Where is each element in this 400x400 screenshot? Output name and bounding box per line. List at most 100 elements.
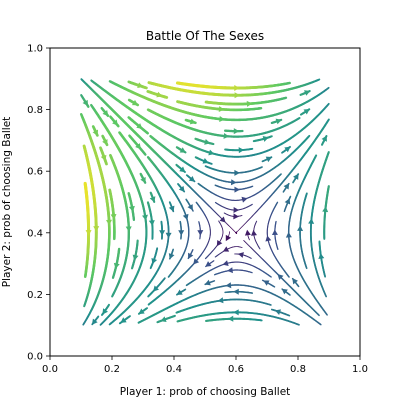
y-axis-label: Player 2: prob of choosing Ballet	[1, 117, 13, 288]
streamline-arrow	[322, 206, 328, 212]
streamline	[102, 108, 109, 116]
streamline	[177, 147, 186, 152]
streamline	[176, 297, 270, 312]
streamline-arrow	[106, 220, 112, 226]
streamline	[215, 246, 242, 257]
streamline	[157, 316, 174, 322]
streamline-arrow	[159, 230, 165, 236]
streamline	[110, 117, 118, 126]
streamline	[205, 280, 215, 286]
streamline-arrow	[234, 85, 240, 91]
streamline	[148, 202, 155, 238]
streamline	[151, 248, 158, 268]
streamline	[129, 82, 147, 88]
streamline	[85, 183, 91, 276]
streamline-arrow	[111, 214, 117, 220]
x-axis-label: Player 1: prob of choosing Ballet	[120, 386, 291, 398]
streamline-arrow	[234, 187, 240, 193]
streamline	[186, 199, 193, 211]
streamline	[206, 98, 286, 107]
streamline-segment	[147, 132, 148, 133]
streamline-arrow	[223, 260, 229, 266]
streamline	[254, 136, 272, 142]
streamline	[169, 249, 175, 259]
streamline	[176, 165, 185, 172]
streamline-arrow	[219, 106, 225, 112]
streamline	[178, 222, 184, 239]
streamline	[197, 222, 203, 239]
streamline-arrow	[242, 197, 248, 203]
streamline-arrow	[265, 235, 271, 241]
x-tick-label: 1.0	[352, 364, 368, 375]
streamline	[272, 221, 278, 249]
streamline-arrow	[234, 170, 240, 176]
streamline-arrow	[217, 240, 223, 246]
streamline	[188, 250, 193, 259]
streamline	[215, 267, 253, 275]
streamline-arrow	[233, 213, 239, 219]
streamline	[301, 109, 310, 115]
y-tick-label: 0.0	[27, 352, 43, 363]
x-tick-label: 0.6	[228, 364, 244, 375]
streamline-segment	[187, 285, 188, 286]
streamline	[318, 241, 325, 276]
streamline	[308, 152, 329, 296]
streamline-arrow	[235, 92, 241, 98]
streamline-arrow	[247, 101, 253, 107]
streamline-arrow	[226, 282, 232, 288]
streamline	[113, 249, 120, 278]
streamline	[235, 252, 252, 258]
streamline	[283, 183, 289, 192]
streamline-arrow	[197, 230, 203, 236]
streamline	[215, 185, 252, 192]
streamline-segment	[110, 324, 111, 325]
streamline-arrow	[251, 230, 257, 236]
chart-title: Battle Of The Sexes	[146, 29, 264, 43]
streamline	[297, 193, 307, 268]
streamline	[169, 202, 175, 212]
streamline	[187, 175, 195, 182]
streamline-arrow	[86, 230, 92, 236]
streamline	[187, 260, 272, 285]
streamline	[205, 261, 214, 267]
streamline	[196, 157, 212, 164]
streamline	[301, 90, 311, 96]
streamline	[129, 193, 135, 220]
streamline-segment	[277, 202, 278, 203]
streamline-arrow	[205, 261, 211, 267]
streamline	[178, 184, 185, 192]
x-tick-label: 0.0	[42, 364, 58, 375]
streamline	[224, 213, 242, 219]
streamline	[148, 91, 167, 97]
streamline	[225, 289, 252, 295]
streamline-segment	[256, 221, 257, 222]
streamline	[216, 203, 253, 214]
streamline-arrow	[228, 316, 234, 322]
streamline	[102, 305, 109, 315]
streamline-segment	[169, 276, 170, 277]
streamline-arrow	[233, 289, 239, 295]
streamline-arrow	[166, 233, 172, 239]
streamline	[322, 186, 329, 239]
streamline	[177, 83, 289, 91]
streamline-arrow	[286, 232, 292, 238]
x-tick-label: 0.4	[166, 364, 182, 375]
streamline	[225, 147, 252, 153]
streamline	[140, 174, 145, 183]
streamline-segment	[251, 204, 252, 205]
streamline	[282, 147, 290, 153]
streamline	[138, 308, 147, 314]
streamline	[159, 222, 165, 239]
streamline-arrow	[272, 229, 278, 235]
streamline-arrow	[238, 252, 244, 258]
streamline	[93, 126, 98, 135]
streamline	[225, 128, 242, 134]
streamline-segment	[309, 136, 310, 137]
y-tick-label: 1.0	[27, 44, 43, 55]
streamline-arrow	[239, 147, 245, 153]
y-tick-label: 0.6	[27, 167, 43, 178]
streamline	[286, 155, 327, 315]
streamline	[129, 136, 145, 155]
streamline-arrow	[223, 133, 229, 139]
